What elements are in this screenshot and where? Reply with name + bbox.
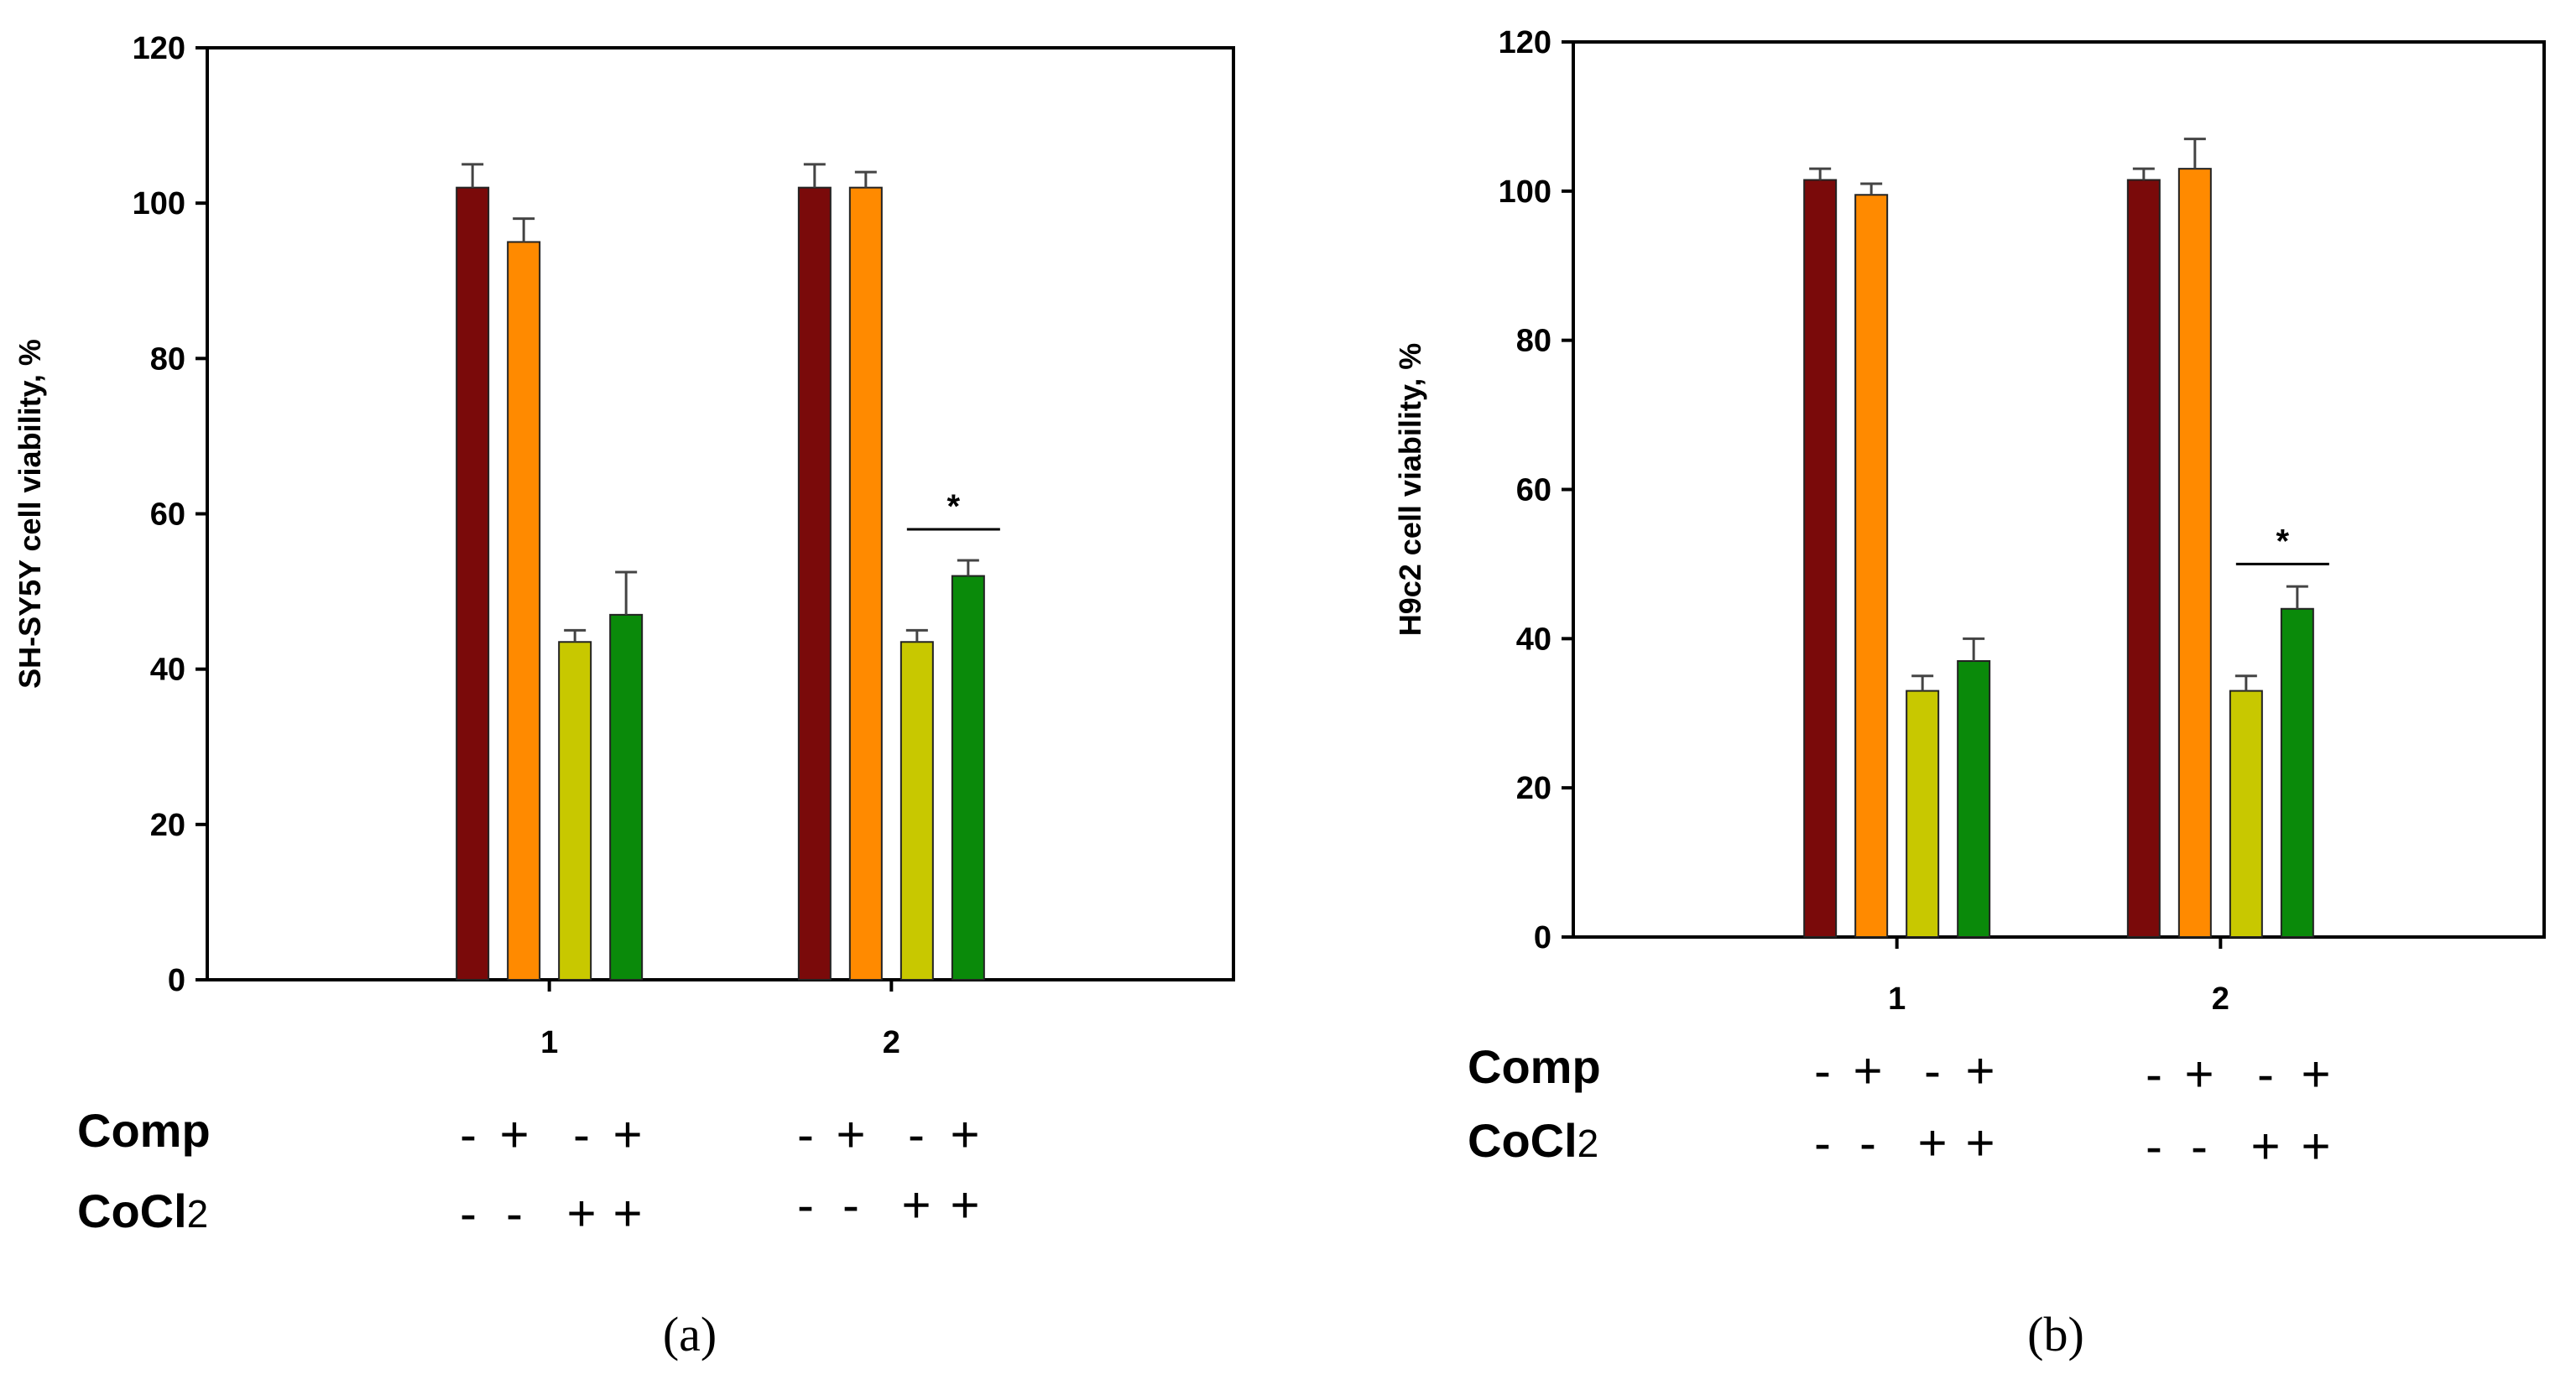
comp-sign: + xyxy=(1965,1043,1995,1099)
y-tick-label: 0 xyxy=(168,963,185,998)
y-axis-label: H9c2 cell viability, % xyxy=(1393,343,1427,637)
bar xyxy=(2229,690,2263,938)
panel-caption: (b) xyxy=(2027,1307,2084,1361)
row-label-cocl2-subscript: 2 xyxy=(187,1192,209,1236)
row-label-cocl2: CoCl2 xyxy=(77,1184,208,1237)
row-label-cocl2-text: CoCl xyxy=(77,1184,187,1237)
plot-frame xyxy=(1572,40,2546,939)
comp-sign: - xyxy=(2257,1046,2274,1102)
y-tick-label: 60 xyxy=(1516,473,1551,508)
bar xyxy=(1957,660,1991,939)
row-label-cocl2-subscript: 2 xyxy=(1577,1122,1599,1165)
y-axis-label: SH-SY5Y cell viability, % xyxy=(13,339,47,689)
panel-caption: (a) xyxy=(663,1307,717,1361)
y-tick-label: 100 xyxy=(1499,174,1551,210)
cocl2-sign: + xyxy=(613,1185,642,1242)
comp-sign: + xyxy=(613,1106,642,1163)
row-label-comp: Comp xyxy=(77,1104,211,1157)
cocl2-sign: - xyxy=(1859,1115,1876,1171)
bar xyxy=(1906,690,1940,938)
bar xyxy=(951,575,985,981)
cocl2-sign: + xyxy=(950,1177,979,1233)
cocl2-sign: - xyxy=(2146,1118,2162,1174)
comp-sign: - xyxy=(1814,1043,1831,1099)
bar xyxy=(456,186,490,981)
row-label-comp: Comp xyxy=(1468,1040,1601,1093)
cocl2-sign: + xyxy=(1917,1115,1947,1171)
y-tick-label: 20 xyxy=(150,808,185,843)
cocl2-sign: + xyxy=(2301,1118,2330,1174)
comp-sign: - xyxy=(573,1106,590,1163)
cocl2-sign: - xyxy=(2191,1118,2208,1174)
comp-sign: + xyxy=(2301,1046,2330,1102)
significance-star: * xyxy=(2276,523,2290,560)
comp-sign: - xyxy=(797,1106,814,1163)
y-tick-label: 120 xyxy=(1499,25,1551,60)
bar xyxy=(609,613,644,981)
cocl2-sign: - xyxy=(797,1177,814,1233)
x-tick-label: 2 xyxy=(883,1025,900,1060)
comp-sign: + xyxy=(1853,1043,1882,1099)
cocl2-sign: - xyxy=(460,1185,477,1242)
y-tick-label: 20 xyxy=(1516,771,1551,806)
y-tick-label: 40 xyxy=(150,653,185,688)
comp-sign: - xyxy=(460,1106,477,1163)
bar xyxy=(2126,179,2161,938)
y-tick-label: 80 xyxy=(150,341,185,377)
x-tick-label: 1 xyxy=(540,1025,558,1060)
bar xyxy=(558,641,592,981)
cocl2-sign: + xyxy=(1965,1115,1995,1171)
comp-sign: + xyxy=(836,1106,865,1163)
row-label-cocl2-text: CoCl xyxy=(1468,1114,1577,1167)
comp-sign: - xyxy=(1924,1043,1941,1099)
bar xyxy=(797,186,832,981)
plot-frame xyxy=(206,46,1235,981)
comp-sign: + xyxy=(2184,1046,2214,1102)
cocl2-sign: + xyxy=(2250,1118,2280,1174)
comp-sign: - xyxy=(2146,1046,2162,1102)
bar xyxy=(507,241,541,981)
cocl2-sign: - xyxy=(842,1177,859,1233)
comp-sign: + xyxy=(950,1106,979,1163)
y-tick-label: 0 xyxy=(1534,920,1551,955)
cocl2-sign: - xyxy=(506,1185,523,1242)
bar xyxy=(2177,168,2212,939)
cocl2-sign: + xyxy=(566,1185,596,1242)
y-tick-label: 60 xyxy=(150,497,185,533)
comp-sign: - xyxy=(908,1106,925,1163)
y-tick-label: 40 xyxy=(1516,622,1551,657)
row-label-cocl2: CoCl2 xyxy=(1468,1114,1598,1167)
x-tick-label: 1 xyxy=(1888,981,1906,1017)
cocl2-sign: + xyxy=(901,1177,931,1233)
bar xyxy=(2280,607,2314,938)
chart-panel-a: 0 20 40 60 80 100 120 SH-SY5Y cell viability, %… xyxy=(13,31,1235,1361)
cocl2-sign: - xyxy=(1814,1115,1831,1171)
bar xyxy=(848,186,883,981)
y-tick-label: 80 xyxy=(1516,324,1551,359)
bar xyxy=(900,641,934,981)
y-tick-label: 120 xyxy=(133,31,185,66)
comp-sign: + xyxy=(499,1106,529,1163)
bar xyxy=(1854,194,1889,938)
x-tick-label: 2 xyxy=(2212,981,2229,1017)
bar xyxy=(1803,179,1838,938)
y-tick-label: 100 xyxy=(133,186,185,221)
significance-star: * xyxy=(947,488,961,525)
